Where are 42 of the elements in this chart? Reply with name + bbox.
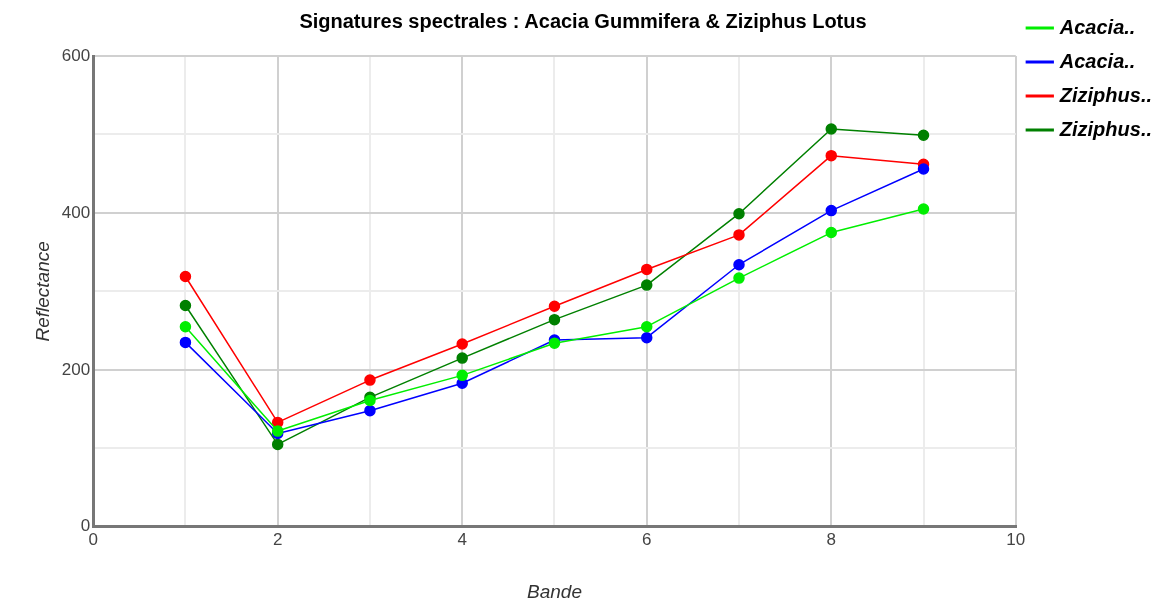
point [271, 438, 284, 451]
point [825, 226, 838, 239]
point [179, 299, 192, 312]
point [179, 320, 192, 333]
point [548, 313, 561, 326]
point [825, 204, 838, 217]
point [825, 149, 838, 162]
legend-label: Acacia.. [1058, 15, 1136, 38]
y-tick-label: 600 [61, 45, 91, 65]
point [733, 272, 745, 284]
point [640, 263, 653, 276]
x-axis-title: Bande [527, 580, 582, 602]
point [917, 203, 930, 215]
point [364, 374, 376, 386]
x-tick-label: 2 [272, 529, 283, 549]
legend-label: Acacia.. [1058, 49, 1136, 72]
x-tick-label: 10 [1006, 529, 1026, 549]
point [733, 258, 745, 271]
point [917, 163, 930, 175]
point [456, 352, 468, 364]
chart-title: Signatures spectrales : Acacia Gummifera & Ziziphus Lotus [299, 9, 867, 32]
x-tick-label: 6 [642, 529, 652, 549]
point [179, 336, 192, 349]
legend-label: Ziziphus.. [1058, 117, 1152, 140]
point [640, 279, 653, 291]
point [640, 320, 653, 333]
point [825, 123, 838, 135]
point [364, 404, 376, 417]
point [917, 129, 930, 141]
point [733, 207, 745, 220]
y-axis-title: Reflectance [31, 241, 53, 342]
point [733, 229, 745, 241]
y-tick-label: 400 [61, 202, 91, 222]
point [640, 331, 653, 344]
x-tick-label: 8 [826, 529, 836, 549]
y-tick-label: 200 [61, 359, 91, 379]
point [456, 338, 468, 350]
point [548, 300, 561, 313]
x-tick-label: 4 [457, 529, 467, 549]
legend-label: Ziziphus.. [1058, 83, 1152, 106]
point [179, 270, 192, 283]
point [456, 369, 468, 382]
